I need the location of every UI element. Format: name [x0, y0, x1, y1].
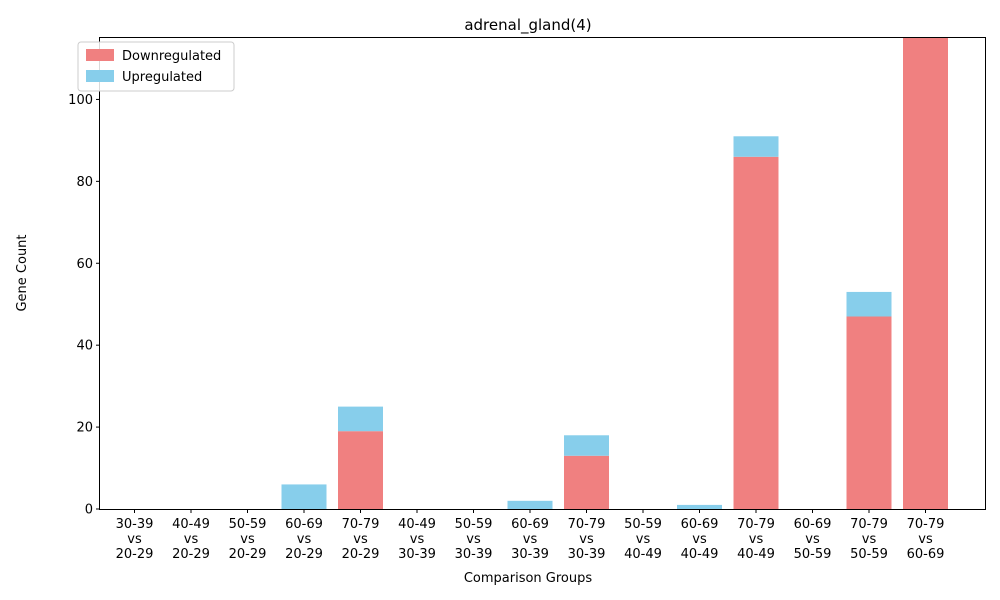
- legend-frame: [77, 41, 235, 92]
- legend-swatch-downregulated: [86, 49, 114, 61]
- legend-label-downregulated: Downregulated: [122, 49, 221, 64]
- y-tick-label-80: 80: [76, 175, 93, 190]
- x-tick-label-4: 60-69 vs 20-29: [285, 517, 323, 562]
- y-tick-label-40: 40: [76, 339, 93, 354]
- x-tick-label-13: 60-69 vs 50-59: [794, 517, 832, 562]
- bar-downregulated-15: [903, 38, 948, 509]
- y-axis: 0 20 40 60 80 100: [68, 93, 100, 518]
- x-tick-label-15: 70-79 vs 60-69: [907, 517, 945, 562]
- y-tick-label-60: 60: [76, 257, 93, 272]
- x-tick-label-8: 60-69 vs 30-39: [511, 517, 549, 562]
- bar-downregulated-5: [338, 431, 383, 509]
- x-tick-label-6: 40-49 vs 30-39: [398, 517, 436, 562]
- x-tick-label-2: 40-49 vs 20-29: [172, 517, 210, 562]
- legend: Downregulated Upregulated: [77, 41, 235, 92]
- chart-title: adrenal_gland(4): [464, 16, 591, 35]
- x-tick-label-7: 50-59 vs 30-39: [455, 517, 493, 562]
- x-tick-label-14: 70-79 vs 50-59: [850, 517, 888, 562]
- legend-swatch-upregulated: [86, 70, 114, 82]
- bar-upregulated-8: [507, 500, 553, 509]
- x-tick-label-12: 70-79 vs 40-49: [737, 517, 775, 562]
- y-axis-label: Gene Count: [15, 234, 30, 311]
- y-tick-label-0: 0: [85, 503, 93, 518]
- x-tick-label-5: 70-79 vs 20-29: [342, 517, 380, 562]
- x-tick-label-9: 70-79 vs 30-39: [568, 517, 606, 562]
- legend-label-upregulated: Upregulated: [122, 70, 202, 85]
- x-axis: 30-39 vs 20-29 40-49 vs 20-29 50-59 vs 20-29 60-6…: [116, 509, 945, 562]
- bar-upregulated-9: [564, 435, 609, 456]
- x-tick-label-11: 60-69 vs 40-49: [681, 517, 719, 562]
- bar-upregulated-4: [281, 484, 327, 509]
- bar-upregulated-11: [677, 504, 722, 509]
- x-tick-label-1: 30-39 vs 20-29: [116, 517, 154, 562]
- bar-downregulated-12: [733, 156, 779, 509]
- bar-downregulated-9: [564, 455, 609, 509]
- x-axis-label: Comparison Groups: [464, 571, 593, 586]
- x-tick-label-10: 50-59 vs 40-49: [624, 517, 662, 562]
- x-tick-label-3: 50-59 vs 20-29: [229, 517, 267, 562]
- bars: [281, 38, 948, 509]
- bar-upregulated-5: [338, 406, 383, 432]
- y-tick-label-20: 20: [76, 421, 93, 436]
- y-tick-label-100: 100: [68, 93, 93, 108]
- bar-upregulated-12: [733, 136, 779, 157]
- bar-upregulated-14: [846, 291, 892, 317]
- bar-downregulated-14: [846, 316, 892, 509]
- plot-frame: [99, 37, 986, 510]
